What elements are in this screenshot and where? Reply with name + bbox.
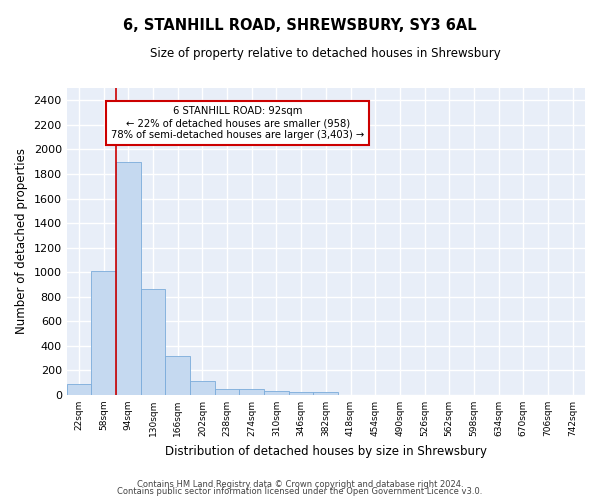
- Bar: [67, 384, 91, 395]
- Bar: [190, 381, 215, 395]
- Bar: [116, 162, 141, 395]
- Bar: [91, 271, 116, 395]
- X-axis label: Distribution of detached houses by size in Shrewsbury: Distribution of detached houses by size …: [165, 444, 487, 458]
- Bar: [264, 391, 289, 395]
- Bar: [289, 392, 313, 395]
- Y-axis label: Number of detached properties: Number of detached properties: [15, 148, 28, 334]
- Bar: [239, 390, 264, 395]
- Text: 6, STANHILL ROAD, SHREWSBURY, SY3 6AL: 6, STANHILL ROAD, SHREWSBURY, SY3 6AL: [123, 18, 477, 32]
- Text: 6 STANHILL ROAD: 92sqm
← 22% of detached houses are smaller (958)
78% of semi-de: 6 STANHILL ROAD: 92sqm ← 22% of detached…: [111, 106, 364, 140]
- Text: Contains public sector information licensed under the Open Government Licence v3: Contains public sector information licen…: [118, 488, 482, 496]
- Bar: [166, 356, 190, 395]
- Bar: [215, 389, 239, 395]
- Title: Size of property relative to detached houses in Shrewsbury: Size of property relative to detached ho…: [151, 48, 501, 60]
- Bar: [141, 290, 166, 395]
- Bar: [313, 392, 338, 395]
- Text: Contains HM Land Registry data © Crown copyright and database right 2024.: Contains HM Land Registry data © Crown c…: [137, 480, 463, 489]
